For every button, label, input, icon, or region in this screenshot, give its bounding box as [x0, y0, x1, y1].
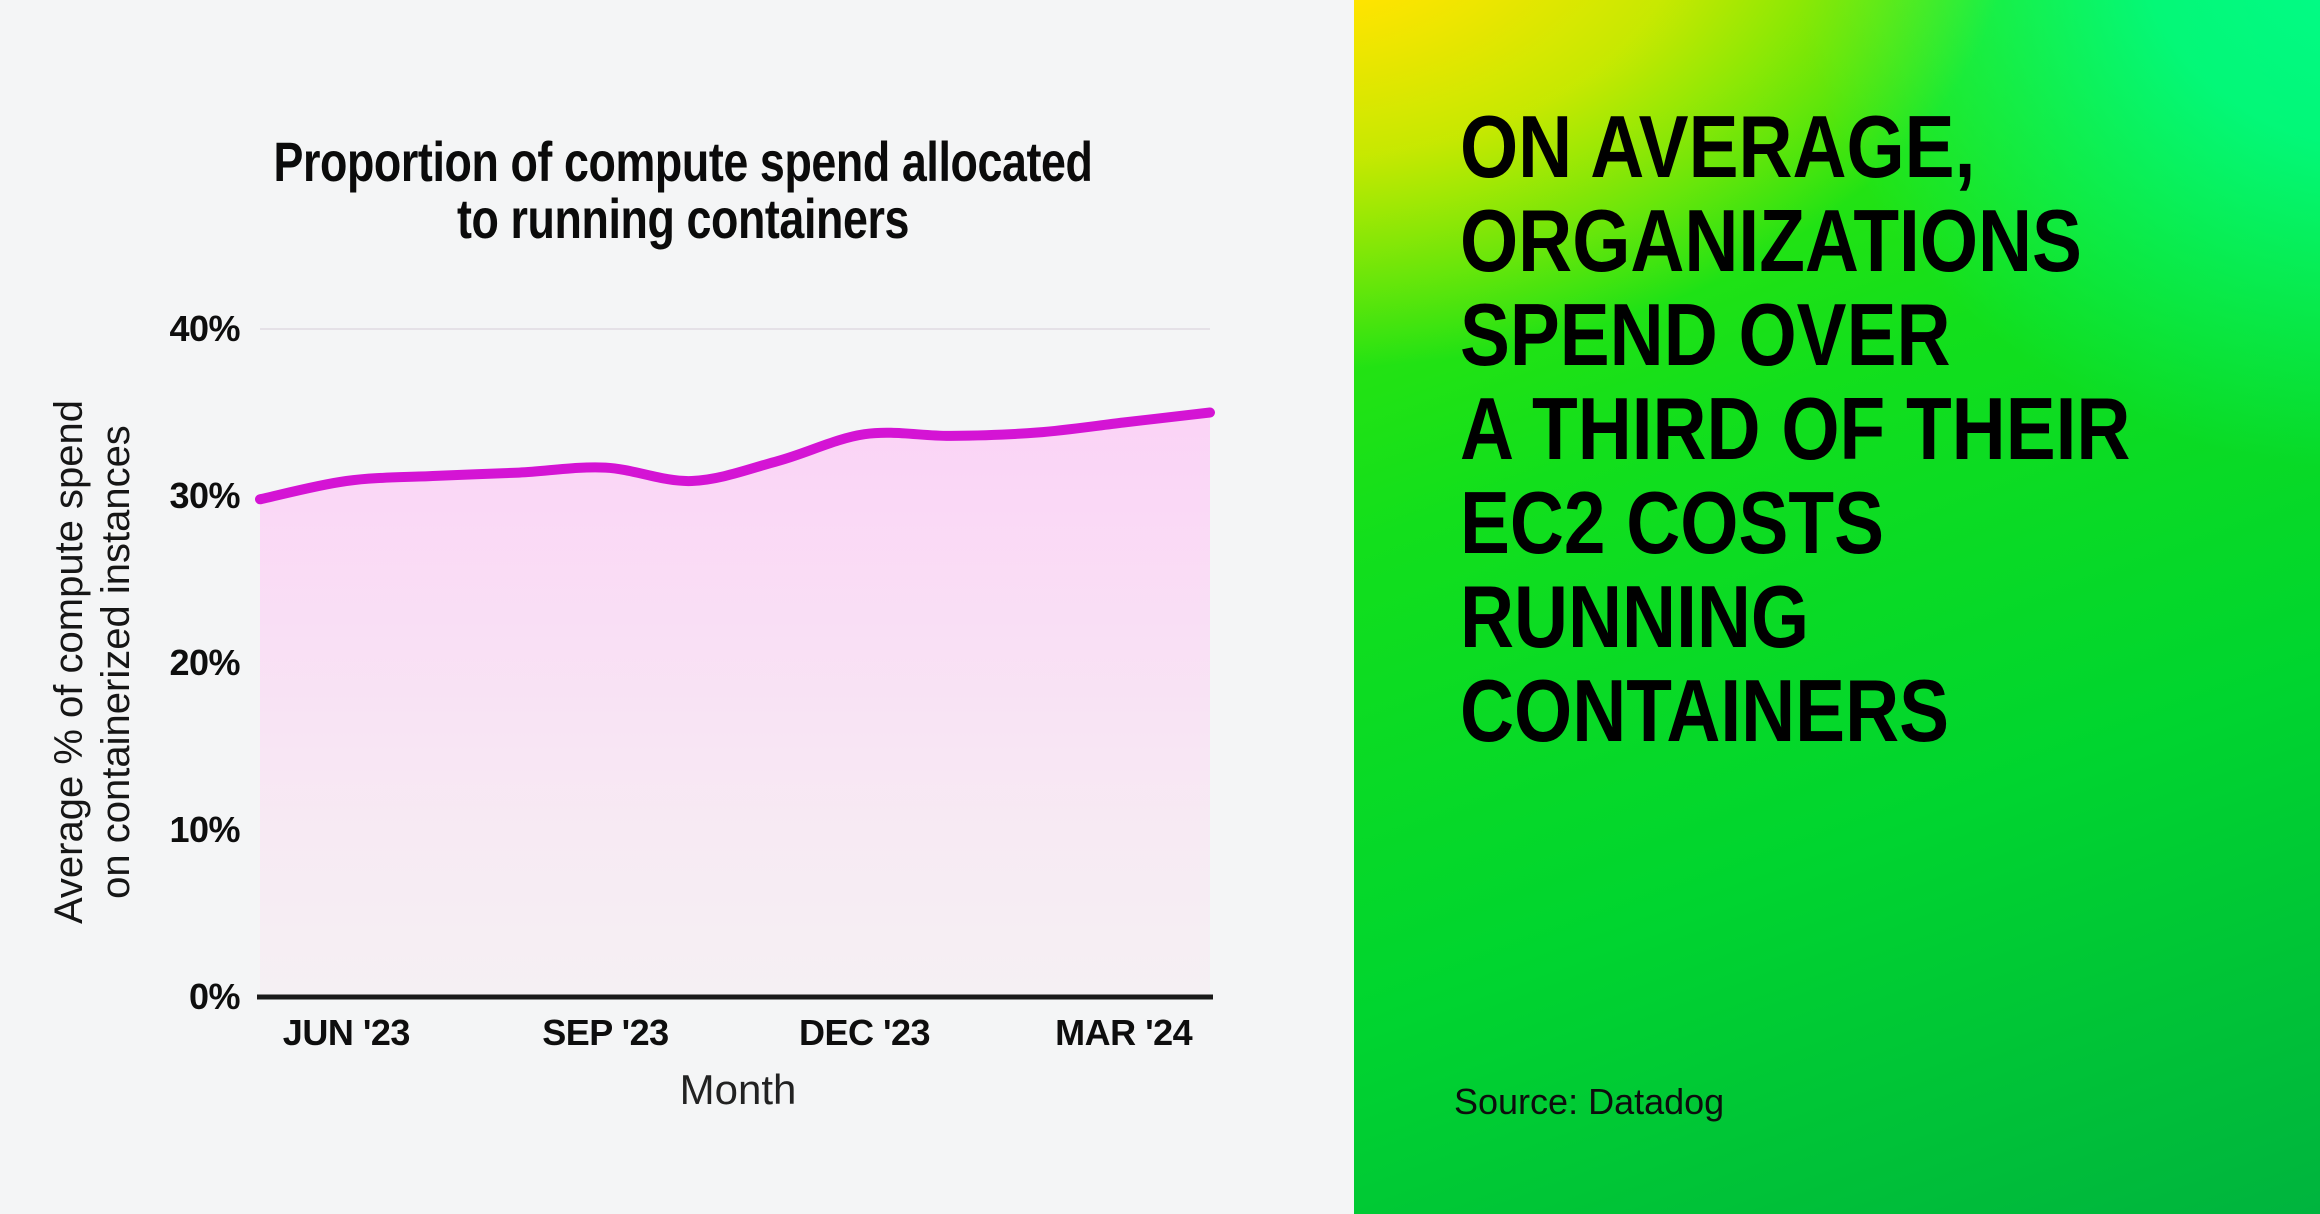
- headline: ON AVERAGE, ORGANIZATIONS SPEND OVER A T…: [1460, 100, 2130, 758]
- x-tick-label: JUN '23: [282, 1012, 411, 1053]
- headline-line-3: SPEND OVER: [1460, 285, 1951, 384]
- headline-line-7: CONTAINERS: [1460, 661, 1949, 760]
- y-tick-label: 10%: [169, 809, 240, 850]
- x-tick-label: DEC '23: [798, 1012, 931, 1053]
- headline-line-4: A THIRD OF THEIR: [1460, 379, 2131, 478]
- headline-line-2: ORGANIZATIONS: [1460, 191, 2082, 290]
- y-tick-label: 40%: [169, 308, 240, 349]
- y-tick-label: 20%: [169, 642, 240, 683]
- chart-title-line-2: to running containers: [456, 187, 910, 250]
- headline-line-5: EC2 COSTS: [1460, 473, 1884, 572]
- chart-panel: Proportion of compute spend allocated to…: [47, 133, 1215, 1113]
- y-tick-label: 0%: [188, 976, 241, 1017]
- y-tick-label: 30%: [169, 475, 240, 516]
- x-tick-label: SEP '23: [542, 1012, 669, 1053]
- headline-line-1: ON AVERAGE,: [1460, 97, 1976, 196]
- x-tick-label: MAR '24: [1055, 1012, 1193, 1053]
- headline-line-6: RUNNING: [1460, 567, 1810, 666]
- headline-panel: ON AVERAGE, ORGANIZATIONS SPEND OVER A T…: [1354, 0, 2320, 1214]
- x-axis-title: Month: [679, 1066, 797, 1113]
- chart-title: Proportion of compute spend allocated to…: [257, 133, 1110, 247]
- spend-area-chart: [255, 328, 1215, 1000]
- chart-title-line-1: Proportion of compute spend allocated: [273, 130, 1093, 193]
- source-attribution: Source: Datadog: [1454, 1081, 1725, 1122]
